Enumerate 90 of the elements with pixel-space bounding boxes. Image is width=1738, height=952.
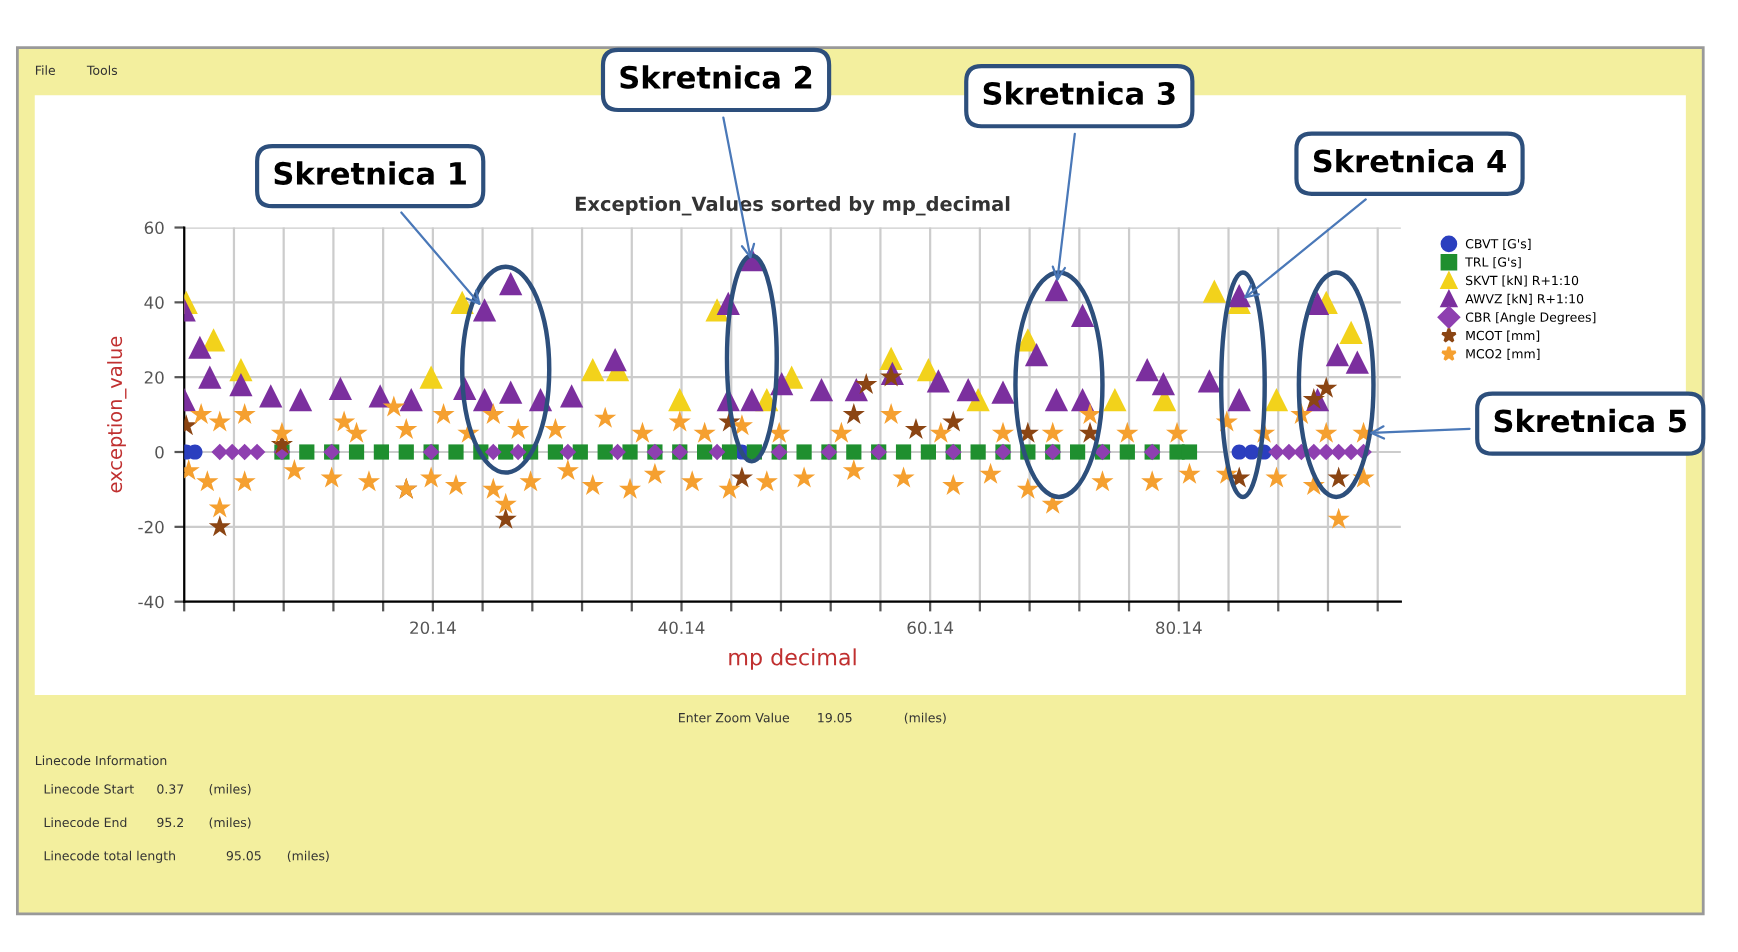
point — [509, 443, 527, 461]
annotation: Skretnica 4 — [1313, 148, 1506, 173]
point — [1119, 444, 1135, 460]
point — [188, 335, 212, 359]
point — [895, 444, 912, 460]
point — [472, 388, 497, 412]
point — [603, 347, 627, 372]
point — [1197, 369, 1221, 393]
point — [572, 444, 588, 460]
point — [494, 507, 517, 529]
point — [1069, 444, 1086, 460]
y-tick-label: 60 — [144, 221, 164, 235]
point — [844, 377, 868, 402]
point — [730, 466, 753, 488]
x-tick-label: 60.14 — [907, 621, 954, 635]
point — [721, 444, 738, 460]
point — [809, 377, 834, 402]
point — [1227, 284, 1251, 308]
point — [1325, 343, 1350, 367]
point — [1315, 376, 1338, 398]
point — [484, 443, 502, 461]
annotation: Skretnica 2 — [620, 65, 812, 89]
point — [1024, 343, 1049, 367]
point — [622, 444, 638, 460]
x-tick-label: 80.14 — [1156, 621, 1202, 635]
point — [904, 417, 928, 439]
point — [1070, 388, 1095, 412]
point — [328, 376, 352, 401]
y-tick-label: 40 — [144, 296, 164, 309]
point — [1135, 358, 1159, 382]
y-tick-label: -20 — [138, 520, 164, 534]
y-tick-label: -40 — [138, 595, 164, 609]
x-tick-label: 40.14 — [658, 621, 705, 635]
y-tick-label: 20 — [144, 371, 164, 384]
point — [1345, 350, 1369, 374]
point — [956, 377, 980, 402]
point — [208, 515, 231, 537]
point — [970, 444, 986, 460]
point — [419, 365, 443, 389]
x-axis-title: mp decimal — [729, 648, 856, 670]
point — [1181, 444, 1198, 460]
point — [399, 388, 423, 412]
point — [499, 380, 523, 404]
point — [499, 272, 523, 296]
x-tick-label: 20.14 — [410, 621, 456, 635]
point — [1044, 278, 1069, 302]
point — [1044, 388, 1069, 412]
point — [198, 365, 222, 389]
point — [1264, 388, 1289, 412]
point — [609, 443, 626, 461]
point — [559, 384, 584, 408]
point — [942, 410, 965, 432]
y-tick-label: 0 — [155, 445, 164, 459]
point — [708, 443, 726, 461]
point — [448, 444, 464, 460]
point — [581, 358, 605, 382]
point — [1339, 320, 1363, 344]
point — [668, 388, 692, 412]
point — [846, 444, 862, 460]
point — [926, 369, 950, 393]
point — [1070, 303, 1095, 328]
point — [288, 388, 313, 412]
point — [1227, 388, 1251, 412]
point — [842, 402, 865, 424]
y-axis-title: exception_value — [107, 336, 127, 493]
point — [1151, 371, 1175, 396]
point — [299, 444, 315, 460]
point — [259, 384, 283, 408]
point — [796, 444, 812, 460]
point — [1302, 388, 1325, 410]
point — [229, 373, 253, 397]
point — [373, 444, 390, 460]
annotation: Skretnica 3 — [983, 81, 1175, 106]
point — [348, 444, 365, 460]
point — [1202, 279, 1226, 303]
point — [740, 388, 764, 412]
annotation: Skretnica 5 — [1494, 408, 1686, 433]
point — [991, 380, 1015, 404]
point — [398, 444, 414, 460]
point — [472, 298, 497, 322]
point — [855, 373, 878, 395]
point — [597, 444, 613, 460]
point — [920, 444, 937, 460]
point — [547, 444, 564, 460]
point — [1103, 388, 1127, 412]
point — [368, 384, 392, 408]
point — [1327, 466, 1350, 488]
point — [559, 443, 577, 461]
point — [697, 444, 713, 460]
annotation: Skretnica 1 — [274, 161, 466, 185]
